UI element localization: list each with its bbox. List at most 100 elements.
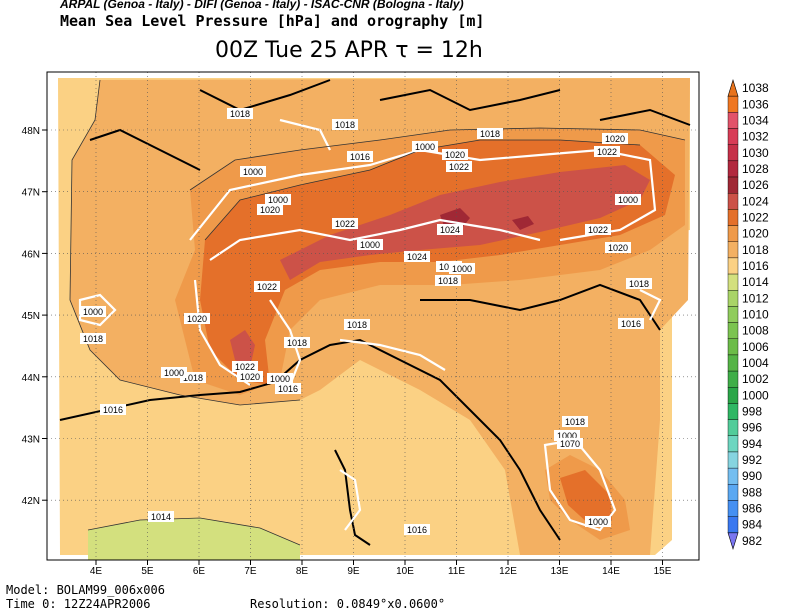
contour-label: 1016 (621, 319, 641, 329)
chart-title: Mean Sea Level Pressure [hPa] and orogra… (60, 12, 485, 30)
map-fill-layer (47, 72, 699, 560)
contour-label: 1000 (618, 195, 638, 205)
contour-label-bg (585, 516, 611, 527)
contour-label: 1020 (605, 134, 625, 144)
contour-label: 1018 (335, 120, 355, 130)
colorbar-label: 1022 (742, 210, 769, 224)
contour-label: 1018 (83, 334, 103, 344)
colorbar-cell (727, 128, 739, 145)
contour-label: 1000 (360, 240, 380, 250)
contour-label: 1020 (260, 205, 280, 215)
field-1014 (88, 518, 300, 560)
contour-label-bg (562, 416, 588, 427)
resolution-label: Resolution: 0.0849°x0.0600° (250, 597, 446, 611)
colorbar-label: 1032 (742, 130, 769, 144)
colorbar-cell (727, 241, 739, 259)
colorbar-cell (727, 193, 739, 210)
lon-tick-label: 12E (499, 566, 517, 577)
contour-label-bg (357, 239, 383, 250)
colorbar-cell (727, 160, 739, 178)
lat-tick-label: 48N (22, 126, 40, 137)
colorbar-cell (727, 209, 739, 226)
colorbar-label: 982 (742, 534, 762, 548)
contour-label: 1020 (445, 150, 465, 160)
lat-lon-grid (47, 72, 699, 560)
colorbar-label: 992 (742, 453, 762, 467)
colorbar-label: 986 (742, 502, 762, 516)
colorbar-label: 1034 (742, 113, 769, 127)
contour-label: 1022 (588, 225, 608, 235)
colorbar-cell (727, 338, 739, 356)
contour-label-bg (332, 218, 358, 229)
isobars (69, 79, 686, 546)
lat-tick-label: 44N (22, 373, 40, 384)
contour-label-bg (626, 278, 652, 289)
contour-label-bg (237, 371, 263, 382)
colorbar-cell (727, 290, 739, 307)
colorbar-label: 994 (742, 437, 762, 451)
colorbar-cell (727, 370, 739, 388)
colorbar-cell (727, 435, 739, 453)
colorbar-label: 1036 (742, 97, 769, 111)
contour-label-bg (80, 333, 106, 344)
colorbar-label: 990 (742, 469, 762, 483)
lat-tick-label: 43N (22, 435, 40, 446)
contour-label: 1070 (560, 439, 580, 449)
colorbar-cell (727, 273, 739, 291)
contour-label: 1020 (240, 372, 260, 382)
contour-label: 1000 (164, 368, 184, 378)
contour-label: 1000 (268, 195, 288, 205)
colorbar-cell (727, 484, 739, 501)
colorbar-label: 1000 (742, 388, 769, 402)
contour-label: 1022 (335, 219, 355, 229)
colorbar-cell (727, 403, 739, 420)
colorbar-label: 998 (742, 405, 762, 419)
lon-tick-label: 14E (602, 566, 620, 577)
contour-label: 1018 (480, 129, 500, 139)
contour-label-bg (80, 306, 106, 317)
lon-tick-label: 7E (244, 566, 257, 577)
colorbar-cell (727, 306, 739, 323)
contour-label: 1018 (347, 320, 367, 330)
contour-label-bg (184, 313, 210, 324)
coastlines (59, 79, 691, 546)
lon-tick-label: 13E (551, 566, 569, 577)
contour-label: 1016 (278, 384, 298, 394)
contour-label-bg (437, 224, 463, 235)
contour-label: 1016 (350, 152, 370, 162)
lon-tick-label: 9E (347, 566, 360, 577)
contour-label-bg (240, 166, 266, 177)
contour-label-bg (618, 318, 644, 329)
contour-label-bg (344, 319, 370, 330)
lon-tick-label: 5E (141, 566, 154, 577)
contour-label: 1018 (438, 276, 458, 286)
contour-labels: 1018 1018 1018 1020 1022 1016 1000 1000 1022 1020… (80, 108, 652, 535)
contour-label: 1022 (449, 162, 469, 172)
colorbar-label: 1010 (742, 308, 769, 322)
contour-label-bg (100, 404, 126, 415)
contour-label: 1018 (230, 109, 250, 119)
contour-label: 1000 (243, 167, 263, 177)
colorbar-cell (727, 467, 739, 485)
contour-label-bg (477, 128, 503, 139)
contour-label: 1000 (415, 142, 435, 152)
lat-tick-label: 42N (22, 496, 40, 507)
contour-label: 1018 (183, 373, 203, 383)
contour-label: 1016 (103, 405, 123, 415)
lon-tick-label: 15E (654, 566, 672, 577)
contour-label-bg (557, 438, 583, 449)
contour-label-bg (412, 141, 438, 152)
contour-label-bg (161, 367, 187, 378)
model-label: Model: BOLAM99_006x006 (6, 583, 165, 597)
colorbar-cell (727, 144, 739, 162)
institutions-header: ARPAL (Genoa - Italy) - DIFI (Genoa - It… (60, 0, 464, 11)
lon-tick-label: 10E (396, 566, 414, 577)
contour-label-bg (442, 149, 468, 160)
contour-label-bg (404, 251, 430, 262)
lon-tick-label: 6E (193, 566, 206, 577)
colorbar-label: 996 (742, 421, 762, 435)
contour-label-bg (615, 194, 641, 205)
lat-tick-label: 45N (22, 311, 40, 322)
colorbar-label: 1020 (742, 227, 769, 241)
